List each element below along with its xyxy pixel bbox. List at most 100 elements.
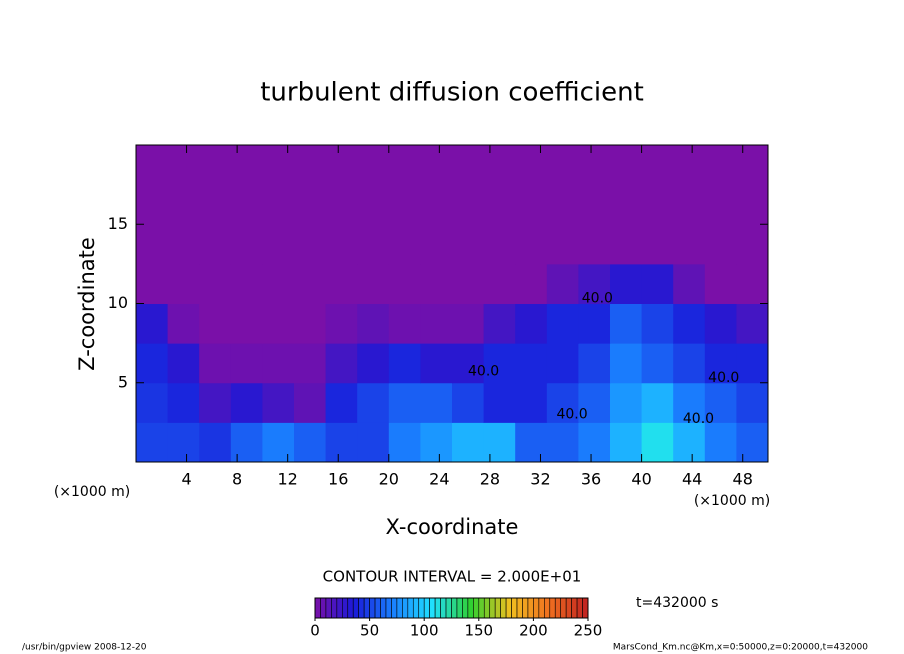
heat-cell xyxy=(388,343,421,384)
colorbar-stripe xyxy=(396,597,403,619)
contour-label: 40.0 xyxy=(683,411,714,427)
colorbar-stripe xyxy=(352,597,359,619)
y-tick-label: 15 xyxy=(108,214,128,233)
colorbar-stripe xyxy=(347,597,354,619)
heat-cell xyxy=(610,382,643,423)
colorbar-stripe xyxy=(358,597,365,619)
heat-cell xyxy=(199,263,232,304)
heat-cell xyxy=(483,382,516,423)
colorbar-tick-label: 0 xyxy=(310,622,320,640)
heat-cell xyxy=(357,343,390,384)
y-tick-label: 5 xyxy=(118,372,128,391)
colorbar-stripe xyxy=(500,597,507,619)
colorbar-stripe xyxy=(505,597,512,619)
heat-cell xyxy=(483,422,516,463)
heat-cell xyxy=(262,263,295,304)
colorbar-stripe xyxy=(527,597,534,619)
colorbar-stripe xyxy=(423,597,430,619)
heat-cell xyxy=(546,382,579,423)
heat-cell xyxy=(641,382,674,423)
heat-cell xyxy=(578,422,611,463)
heat-cell xyxy=(452,263,485,304)
colorbar-stripe xyxy=(336,597,343,619)
heat-cell xyxy=(262,303,295,344)
heat-cell xyxy=(294,343,327,384)
colorbar-stripe xyxy=(565,597,572,619)
heat-cell xyxy=(641,263,674,304)
chart-title: turbulent diffusion coefficient xyxy=(260,78,644,108)
colorbar-tick-label: 200 xyxy=(519,622,548,640)
heat-cell xyxy=(452,145,485,265)
heat-cell xyxy=(578,303,611,344)
heat-cell xyxy=(483,263,516,304)
colorbar-stripe xyxy=(418,597,425,619)
colorbar-stripe xyxy=(331,597,338,619)
colorbar-stripe xyxy=(440,597,447,619)
colorbar-stripe xyxy=(511,597,518,619)
heat-cell xyxy=(294,422,327,463)
heat-cell xyxy=(420,145,453,265)
x-tick-label: 48 xyxy=(733,470,753,489)
colorbar-tick-label: 100 xyxy=(410,622,439,640)
heat-cell xyxy=(357,263,390,304)
heat-cell xyxy=(388,303,421,344)
heat-cell xyxy=(325,145,358,265)
heat-cell xyxy=(325,422,358,463)
x-tick-label: 4 xyxy=(181,470,191,489)
colorbar-stripe xyxy=(473,597,480,619)
contour-label: 40.0 xyxy=(708,370,739,386)
heat-cell xyxy=(515,422,548,463)
x-tick-label: 40 xyxy=(631,470,651,489)
y-axis-label: Z-coordinate xyxy=(75,237,99,371)
heat-cell xyxy=(704,422,737,463)
colorbar-stripe xyxy=(576,597,583,619)
y-unit: (×1000 m) xyxy=(54,484,130,500)
heat-cell xyxy=(736,422,769,463)
heat-cell xyxy=(325,382,358,423)
heat-cell xyxy=(546,263,579,304)
colorbar-stripe xyxy=(369,597,376,619)
colorbar-stripe xyxy=(341,597,349,619)
x-unit: (×1000 m) xyxy=(694,493,770,509)
heat-cell xyxy=(641,145,674,265)
heat-cell xyxy=(294,263,327,304)
heat-cell xyxy=(515,263,548,304)
heat-cell xyxy=(136,343,169,384)
heat-cell xyxy=(704,145,737,265)
x-tick-label: 32 xyxy=(530,470,550,489)
heat-cell xyxy=(262,422,295,463)
colorbar-stripe xyxy=(494,597,501,619)
heat-cell xyxy=(483,145,516,265)
heat-cell xyxy=(230,382,263,423)
heat-cell xyxy=(452,303,485,344)
x-tick-label: 36 xyxy=(581,470,601,489)
contour-label: 40.0 xyxy=(582,291,613,307)
heat-cell xyxy=(199,145,232,265)
colorbar-stripe xyxy=(363,597,370,619)
colorbar-stripe xyxy=(533,597,540,619)
heat-cell xyxy=(515,303,548,344)
heat-cell xyxy=(262,145,295,265)
heat-cell xyxy=(546,303,579,344)
heat-cell xyxy=(420,382,453,423)
footer-right: MarsCond_Km.nc@Km,x=0:50000,z=0:20000,t=… xyxy=(613,643,868,653)
heat-cell xyxy=(230,343,263,384)
x-tick-label: 28 xyxy=(480,470,500,489)
heat-cell xyxy=(578,145,611,265)
colorbar-stripe xyxy=(522,597,529,619)
heat-cell xyxy=(736,382,769,423)
heat-cell xyxy=(294,145,327,265)
heat-cell xyxy=(199,382,232,423)
heat-cell xyxy=(167,382,200,423)
colorbar-stripe xyxy=(483,597,491,619)
colorbar-frame xyxy=(314,597,589,619)
colorbar-stripe xyxy=(571,597,578,619)
heat-cell xyxy=(357,145,390,265)
heat-cell xyxy=(673,145,706,265)
contour-label: 40.0 xyxy=(468,364,499,380)
heat-cell xyxy=(325,303,358,344)
heat-cell xyxy=(673,422,706,463)
colorbar-stripe xyxy=(456,597,463,619)
heat-cell xyxy=(483,303,516,344)
colorbar-stripe xyxy=(445,597,452,619)
